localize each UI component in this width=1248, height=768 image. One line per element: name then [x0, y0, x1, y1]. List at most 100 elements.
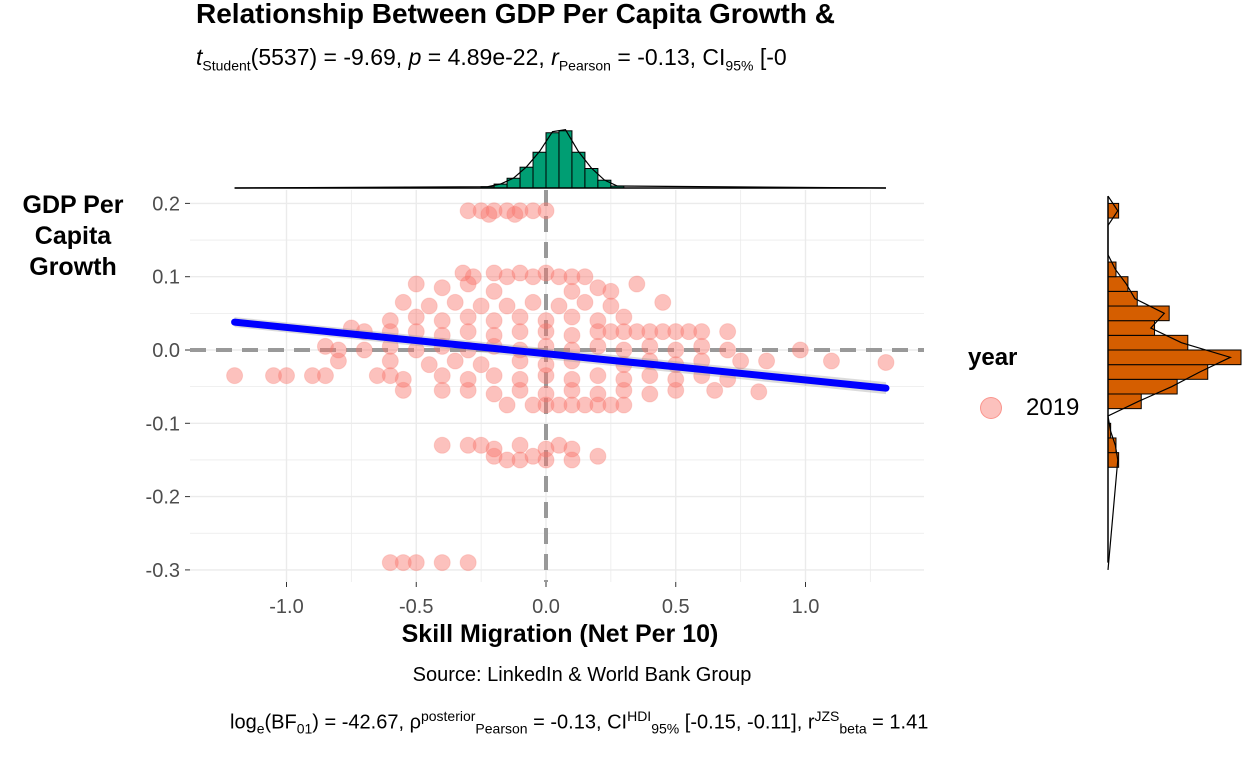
- data-point: [693, 323, 711, 341]
- y-hist-bar: [1107, 276, 1129, 292]
- x-tick-label: 0.0: [532, 596, 560, 618]
- data-point: [680, 323, 698, 341]
- x-hist-bar: [545, 132, 560, 189]
- reference-lines: [190, 190, 924, 582]
- x-tick-label: 1.0: [792, 596, 820, 618]
- data-point: [576, 268, 594, 286]
- data-point: [433, 381, 451, 399]
- y-tick-label: -0.1: [146, 413, 180, 435]
- data-point: [446, 293, 464, 311]
- scatter-points: [226, 202, 895, 572]
- data-point: [381, 367, 399, 385]
- data-point: [589, 367, 607, 385]
- data-point: [615, 323, 633, 341]
- data-point: [459, 308, 477, 326]
- data-point: [563, 440, 581, 458]
- y-hist-bar: [1107, 378, 1178, 395]
- ci-value: [-0: [753, 44, 787, 70]
- t-symbol: t: [196, 44, 203, 70]
- data-point: [485, 282, 503, 300]
- data-point: [615, 370, 633, 388]
- data-point: [480, 205, 498, 223]
- data-point: [628, 275, 646, 293]
- data-point: [329, 341, 347, 359]
- data-point: [602, 282, 620, 300]
- data-point: [537, 202, 555, 220]
- data-point: [433, 554, 451, 572]
- data-point: [576, 293, 594, 311]
- ci-subscript: 95%: [725, 57, 754, 74]
- data-point: [589, 337, 607, 355]
- data-point: [433, 279, 451, 297]
- data-point: [822, 352, 840, 370]
- data-point: [563, 308, 581, 326]
- y-axis-label: GDP Per Capita Growth: [22, 191, 124, 281]
- p-symbol: p: [408, 44, 422, 70]
- data-point: [459, 202, 477, 220]
- x-density-curve: [234, 129, 886, 189]
- data-point: [641, 385, 659, 403]
- data-point: [602, 323, 620, 341]
- regression-line: [231, 317, 890, 395]
- data-point: [498, 396, 516, 414]
- data-point: [537, 440, 555, 458]
- data-point: [485, 312, 503, 330]
- data-point: [550, 396, 568, 414]
- data-point: [459, 381, 477, 399]
- y-tick-label: -0.2: [146, 487, 180, 509]
- data-point: [511, 436, 529, 454]
- data-point: [589, 447, 607, 465]
- data-point: [381, 554, 399, 572]
- data-point: [485, 440, 503, 458]
- data-point: [719, 323, 737, 341]
- x-marginal-histogram: [234, 129, 886, 189]
- y-hist-bar: [1107, 290, 1138, 307]
- data-point: [750, 383, 768, 401]
- data-point: [511, 323, 529, 341]
- r-value: = -0.13, CI: [610, 44, 726, 70]
- data-point: [394, 370, 412, 388]
- legend-title: year: [968, 344, 1018, 371]
- data-point: [537, 451, 555, 469]
- data-point: [667, 370, 685, 388]
- y-hist-bar: [1107, 320, 1156, 336]
- data-point: [550, 436, 568, 454]
- legend-key-marker: [980, 397, 1002, 419]
- data-point: [459, 554, 477, 572]
- data-point: [498, 297, 516, 315]
- data-point: [791, 341, 809, 359]
- x-tick-label: -1.0: [269, 596, 303, 618]
- data-point: [719, 341, 737, 359]
- data-point: [407, 275, 425, 293]
- data-point: [498, 268, 516, 286]
- data-point: [877, 353, 895, 371]
- data-point: [498, 451, 516, 469]
- data-point: [537, 396, 555, 414]
- data-point: [615, 381, 633, 399]
- data-point: [667, 381, 685, 399]
- r-beta-text: [-0.15, -0.11], r: [679, 711, 815, 734]
- data-point: [394, 381, 412, 399]
- x-hist-bar: [597, 179, 612, 189]
- axis-ticks: -1.0 -0.5 0.0 0.5 1.0 -0.3 -0.2 -0.1 0.0 0.1 0.2: [146, 193, 820, 618]
- data-point: [394, 554, 412, 572]
- bf-text: (BF: [264, 711, 297, 734]
- data-point: [485, 447, 503, 465]
- r-symbol: r: [551, 44, 559, 70]
- ci-hdi-superscript: HDI: [627, 708, 652, 724]
- data-point: [472, 202, 490, 220]
- data-point: [563, 396, 581, 414]
- p-value: = 4.89e-22,: [421, 44, 552, 70]
- data-point: [433, 312, 451, 330]
- rho-superscript: posterior: [420, 708, 476, 724]
- t-subscript: Student: [202, 57, 251, 74]
- data-point: [628, 323, 646, 341]
- data-point: [485, 385, 503, 403]
- rho-text: ) = -42.67, ρ: [312, 711, 421, 734]
- r-subscript: Pearson: [558, 57, 611, 74]
- data-point: [550, 297, 568, 315]
- data-point: [459, 436, 477, 454]
- data-point: [511, 451, 529, 469]
- data-point: [563, 370, 581, 388]
